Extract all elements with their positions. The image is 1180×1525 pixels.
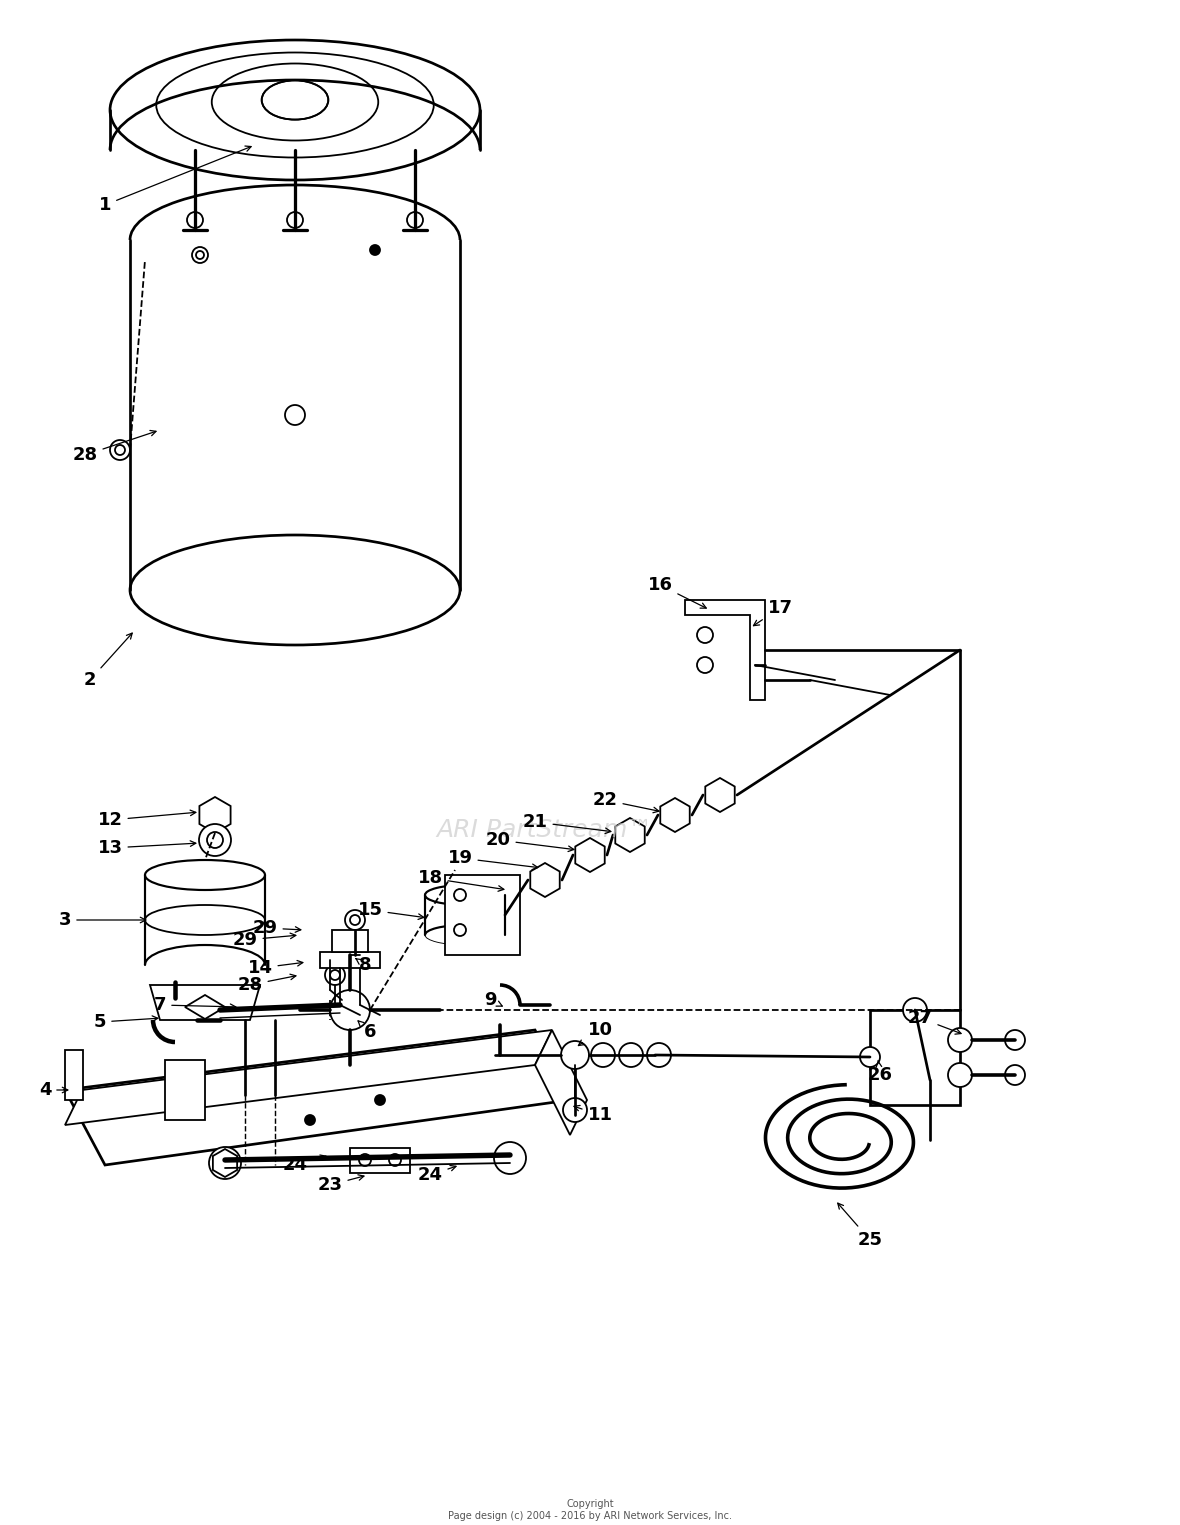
Bar <box>65 1051 83 1100</box>
Circle shape <box>860 1048 880 1068</box>
Polygon shape <box>576 839 604 872</box>
Circle shape <box>287 212 303 229</box>
Circle shape <box>371 246 380 255</box>
Circle shape <box>948 1063 972 1087</box>
Polygon shape <box>65 1029 570 1165</box>
Text: 28: 28 <box>72 430 156 464</box>
Text: 24: 24 <box>418 1165 455 1183</box>
Circle shape <box>304 1115 315 1125</box>
Polygon shape <box>530 863 559 897</box>
Polygon shape <box>535 1029 586 1135</box>
Text: 8: 8 <box>355 956 372 974</box>
Bar <box>165 1060 205 1119</box>
Text: 25: 25 <box>838 1203 883 1249</box>
Text: 18: 18 <box>418 869 504 891</box>
Circle shape <box>186 212 203 229</box>
Circle shape <box>345 910 365 930</box>
Bar <box>350 1148 409 1173</box>
Polygon shape <box>661 798 690 833</box>
Text: 7: 7 <box>153 996 236 1014</box>
Text: 9: 9 <box>484 991 503 1010</box>
Circle shape <box>407 212 422 229</box>
Text: Copyright
Page design (c) 2004 - 2016 by ARI Network Services, Inc.: Copyright Page design (c) 2004 - 2016 by… <box>448 1499 732 1520</box>
Circle shape <box>286 406 304 425</box>
Text: 29: 29 <box>232 930 296 949</box>
Circle shape <box>948 1028 972 1052</box>
Text: 5: 5 <box>93 1013 158 1031</box>
Polygon shape <box>212 1148 237 1177</box>
Circle shape <box>375 1095 385 1106</box>
Text: 3: 3 <box>59 910 146 929</box>
Text: 11: 11 <box>573 1106 612 1124</box>
Ellipse shape <box>262 81 328 119</box>
Bar <box>445 875 520 955</box>
Circle shape <box>563 1098 586 1122</box>
Circle shape <box>1005 1029 1025 1051</box>
Polygon shape <box>199 798 230 833</box>
Text: 17: 17 <box>754 599 793 625</box>
Circle shape <box>560 1042 589 1069</box>
Text: 29: 29 <box>253 920 301 936</box>
Text: 13: 13 <box>98 839 196 857</box>
Ellipse shape <box>130 535 460 645</box>
Text: 1: 1 <box>99 146 251 214</box>
Bar <box>332 930 368 952</box>
Circle shape <box>620 1043 643 1068</box>
Polygon shape <box>150 985 260 1020</box>
Polygon shape <box>686 599 765 700</box>
Text: 16: 16 <box>648 576 707 608</box>
Circle shape <box>324 965 345 985</box>
Text: 26: 26 <box>867 1060 892 1084</box>
Bar <box>870 1010 961 1106</box>
Text: 23: 23 <box>317 1174 363 1194</box>
Text: 24: 24 <box>282 1154 326 1174</box>
Text: 27: 27 <box>907 1010 961 1034</box>
Polygon shape <box>65 1029 552 1125</box>
Text: 10: 10 <box>578 1022 612 1046</box>
Circle shape <box>903 997 927 1022</box>
Circle shape <box>199 824 231 856</box>
Text: ARI PartStream™: ARI PartStream™ <box>437 817 654 842</box>
Circle shape <box>330 990 371 1029</box>
Text: 6: 6 <box>358 1020 376 1042</box>
Circle shape <box>494 1142 526 1174</box>
Text: 2: 2 <box>84 633 132 689</box>
Circle shape <box>1005 1064 1025 1084</box>
Text: 22: 22 <box>592 791 658 813</box>
Text: 20: 20 <box>485 831 573 851</box>
Text: 15: 15 <box>358 901 424 920</box>
Circle shape <box>209 1147 241 1179</box>
Text: 19: 19 <box>447 849 538 869</box>
Text: 14: 14 <box>248 959 303 978</box>
Text: 4: 4 <box>39 1081 67 1100</box>
Polygon shape <box>706 778 735 811</box>
Circle shape <box>591 1043 615 1068</box>
Text: 12: 12 <box>98 810 196 830</box>
Text: 28: 28 <box>237 974 296 994</box>
Polygon shape <box>615 817 644 852</box>
Circle shape <box>192 247 208 262</box>
Text: 21: 21 <box>523 813 611 834</box>
Circle shape <box>647 1043 671 1068</box>
Circle shape <box>110 441 130 461</box>
Polygon shape <box>185 994 225 1019</box>
Bar <box>320 952 380 968</box>
